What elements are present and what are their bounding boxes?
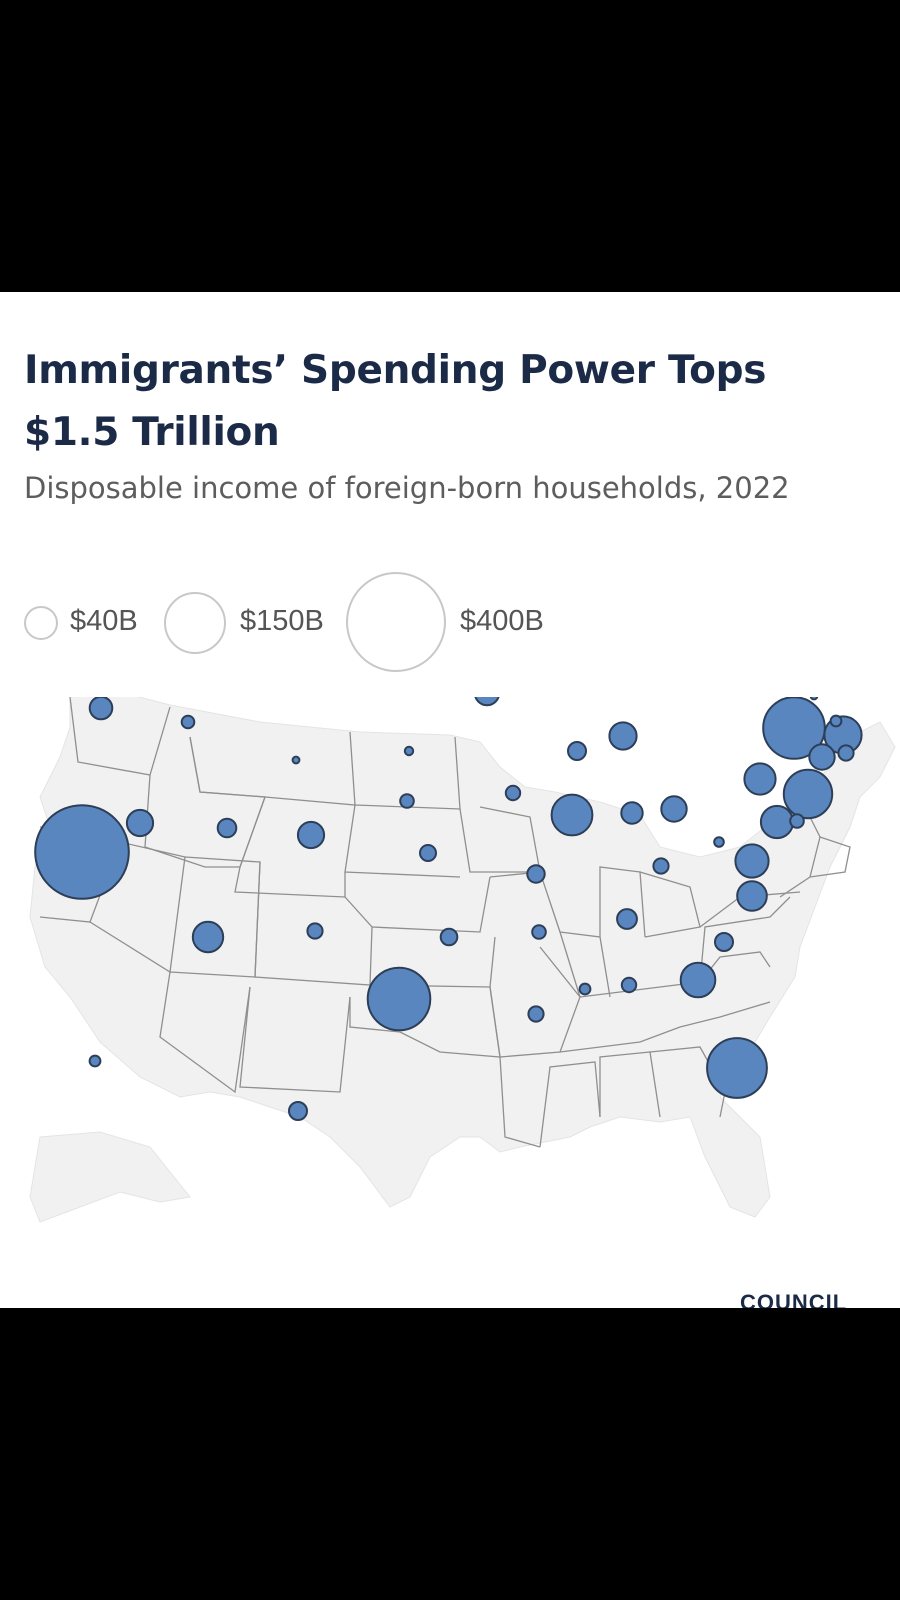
- bubble-mi: [608, 721, 638, 751]
- bubble-nm: [306, 922, 324, 940]
- state-border-18: [479, 806, 541, 878]
- state-border-5: [459, 808, 540, 873]
- chart-subtitle: Disposable income of foreign-born househ…: [24, 471, 790, 505]
- bubble-ri: [837, 744, 855, 762]
- bubble-md: [759, 804, 795, 840]
- bubble-ne: [399, 793, 415, 809]
- size-legend: $40B $150B $400B: [0, 572, 900, 687]
- state-border-31: [809, 836, 851, 878]
- bubble-mn: [474, 697, 500, 707]
- bubble-ca: [34, 804, 130, 900]
- legend-label-medium: $150B: [240, 605, 324, 637]
- alaska-land: [29, 1131, 191, 1223]
- bubble-co: [296, 820, 326, 850]
- bubble-vt: [809, 697, 819, 701]
- state-border-0: [69, 697, 171, 776]
- state-border-23: [559, 1001, 771, 1053]
- bubble-ak: [88, 1054, 102, 1068]
- state-border-21: [639, 871, 701, 938]
- chart-title: Immigrants’ Spending Power Tops $1.5 Tri…: [24, 348, 767, 455]
- bubble-nv: [125, 808, 155, 838]
- bubble-pa: [743, 762, 777, 796]
- chart-card: Immigrants’ Spending Power Tops $1.5 Tri…: [0, 292, 900, 1308]
- bubble-de: [789, 813, 805, 829]
- state-border-9: [234, 796, 346, 898]
- state-border-25: [539, 1061, 601, 1148]
- bubble-ut: [216, 817, 238, 839]
- bubble-az: [191, 920, 225, 954]
- state-border-11: [371, 876, 491, 933]
- bubble-ia: [504, 784, 522, 802]
- bubble-ky: [652, 857, 670, 875]
- bubble-nh: [829, 714, 843, 728]
- state-border-26: [599, 1051, 661, 1118]
- bubble-hi: [288, 1101, 308, 1121]
- bubble-sd: [403, 745, 415, 757]
- legend-label-small: $40B: [70, 605, 138, 637]
- council-logo: COUNCIL: [740, 1290, 848, 1308]
- bubble-layer: [34, 697, 863, 1121]
- state-border-28: [699, 896, 791, 983]
- bubble-ok: [439, 927, 459, 947]
- bubble-mo: [526, 864, 546, 884]
- bubble-id: [180, 714, 196, 730]
- bubble-nc: [736, 880, 768, 912]
- bubble-va: [734, 843, 770, 879]
- bubble-ks: [419, 844, 437, 862]
- bubble-ar: [531, 924, 547, 940]
- bubble-tx: [366, 966, 432, 1032]
- bubble-wi: [567, 741, 587, 761]
- state-border-22: [579, 951, 771, 998]
- bubble-in: [620, 801, 644, 825]
- state-border-20: [599, 866, 646, 938]
- bubble-sc: [714, 932, 734, 952]
- bubble-ga: [679, 961, 717, 999]
- state-border-24: [499, 1056, 541, 1148]
- bubble-al: [620, 976, 638, 994]
- bubble-ct: [808, 743, 836, 771]
- bubble-wv: [713, 836, 725, 848]
- bubble-oh: [660, 795, 688, 823]
- bubble-nj: [782, 768, 834, 820]
- bubble-la: [527, 1005, 545, 1023]
- state-border-14: [239, 986, 351, 1093]
- us-map: [0, 697, 900, 1277]
- legend-label-large: $400B: [460, 605, 544, 637]
- state-border-7: [89, 841, 186, 974]
- legend-circle-medium: [164, 592, 226, 654]
- state-border-13: [159, 971, 251, 1094]
- legend-circle-large: [346, 572, 446, 672]
- bubble-or: [88, 697, 114, 721]
- bubble-fl: [706, 1037, 768, 1099]
- bubble-wy: [291, 755, 301, 765]
- us-map-svg: [29, 697, 896, 1223]
- legend-circle-small: [24, 606, 58, 640]
- bubble-tn: [616, 908, 638, 930]
- bubble-ms: [578, 982, 592, 996]
- bubble-il: [550, 793, 594, 837]
